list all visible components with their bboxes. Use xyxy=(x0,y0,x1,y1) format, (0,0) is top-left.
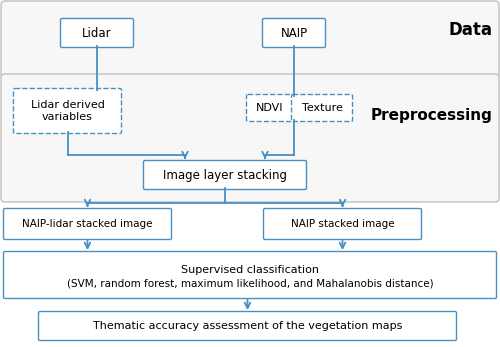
FancyBboxPatch shape xyxy=(60,18,134,48)
FancyBboxPatch shape xyxy=(262,18,326,48)
Text: Texture: Texture xyxy=(302,103,343,113)
Text: Image layer stacking: Image layer stacking xyxy=(163,169,287,181)
Text: NAIP stacked image: NAIP stacked image xyxy=(290,219,395,229)
FancyBboxPatch shape xyxy=(14,88,122,134)
Text: NAIP-lidar stacked image: NAIP-lidar stacked image xyxy=(22,219,153,229)
Text: Data: Data xyxy=(448,21,492,39)
Text: NDVI: NDVI xyxy=(256,103,284,113)
Text: Lidar derived
variables: Lidar derived variables xyxy=(30,100,104,122)
Text: Thematic accuracy assessment of the vegetation maps: Thematic accuracy assessment of the vege… xyxy=(93,321,402,331)
FancyBboxPatch shape xyxy=(246,94,294,121)
FancyBboxPatch shape xyxy=(1,1,499,79)
FancyBboxPatch shape xyxy=(1,74,499,202)
Text: (SVM, random forest, maximum likelihood, and Mahalanobis distance): (SVM, random forest, maximum likelihood,… xyxy=(66,278,434,288)
Text: Preprocessing: Preprocessing xyxy=(370,108,492,122)
FancyBboxPatch shape xyxy=(264,209,422,239)
FancyBboxPatch shape xyxy=(292,94,352,121)
Text: Lidar: Lidar xyxy=(82,26,112,40)
FancyBboxPatch shape xyxy=(144,161,306,189)
FancyBboxPatch shape xyxy=(4,209,172,239)
FancyBboxPatch shape xyxy=(38,312,457,340)
Text: Supervised classification: Supervised classification xyxy=(181,265,319,275)
Text: NAIP: NAIP xyxy=(280,26,307,40)
FancyBboxPatch shape xyxy=(4,252,496,298)
